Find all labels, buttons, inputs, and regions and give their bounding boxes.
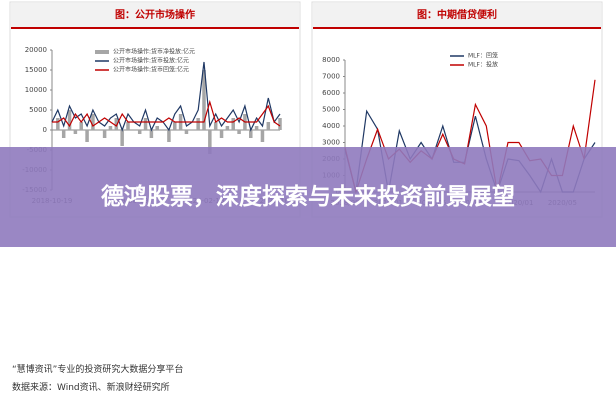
y-tick-label: 7000 [322,73,340,81]
line [51,61,281,132]
legend-label: MLF：投放 [468,61,498,69]
bar [266,122,271,130]
bar [231,118,235,130]
bar [278,118,282,130]
y-tick-label: 4000 [322,122,340,130]
bar [196,118,200,130]
bar [61,130,66,138]
bar [225,126,230,130]
bar [173,122,177,130]
bar [202,70,206,130]
y-tick-label: 10000 [25,86,47,94]
bar [167,130,171,142]
bar [91,114,95,130]
chart-title: 图：中期借贷便利 [417,8,497,21]
bar [67,110,72,130]
bar [137,130,142,134]
panel-header [11,3,299,27]
banner: 德鸿股票，深度探索与未来投资前景展望 [0,147,616,247]
bar [114,118,119,130]
legend-label: 公开市场操作:货币投放:亿元 [113,57,189,65]
legend-label: 公开市场操作:货币净投放:亿元 [113,48,195,56]
bar [219,130,224,138]
bar [208,130,212,154]
bar [260,130,265,142]
bar [249,130,253,138]
footer-text: 数据来源：Wind资讯、新浪财经研究所 [12,383,170,393]
bar [254,126,259,130]
legend-label: 公开市场操作:货币回笼:亿元 [113,66,189,74]
bar [56,118,60,130]
chart-title: 图：公开市场操作 [115,8,195,21]
y-tick-label: 3000 [322,139,340,147]
bar [108,126,113,130]
y-tick-label: 15000 [25,66,47,74]
bar [120,130,124,146]
bar [184,130,189,134]
line [52,99,281,128]
bar [85,130,89,142]
bar [102,130,107,138]
y-tick-label: 6000 [322,89,340,97]
legend-label: MLF：回笼 [468,52,498,60]
panel-header [313,3,601,27]
footer-text: “慧博资讯”专业的投资研究大数据分享平台 [12,365,184,375]
bar [79,122,83,130]
bar [237,130,241,134]
y-tick-label: 5000 [322,106,340,114]
bar [126,122,130,130]
bar [73,130,78,134]
bar [149,130,154,138]
y-tick-label: 8000 [322,56,340,64]
bar [213,122,218,130]
y-tick-label: 20000 [25,46,47,54]
bar [155,126,159,130]
banner-title: 德鸿股票，深度探索与未来投资前景展望 [101,184,515,210]
y-tick-label: 5000 [29,106,47,114]
bar [143,118,148,130]
y-tick-label: 0 [43,126,47,134]
